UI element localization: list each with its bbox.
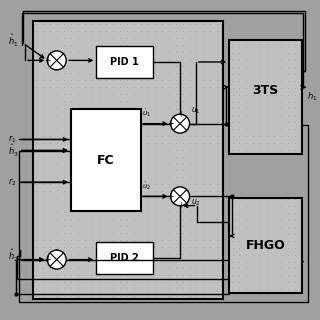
Text: PID 1: PID 1	[110, 57, 139, 67]
Circle shape	[171, 114, 189, 133]
Bar	[33, 21, 223, 299]
Bar	[96, 46, 153, 78]
Text: $h_1$: $h_1$	[307, 91, 317, 103]
Text: $\hat{h}_2$: $\hat{h}_2$	[8, 248, 18, 264]
Text: $r_1$: $r_1$	[8, 134, 16, 145]
Text: -: -	[55, 246, 58, 255]
Bar	[96, 242, 153, 274]
Text: +: +	[44, 255, 51, 264]
Circle shape	[171, 187, 189, 206]
Text: $r_2$: $r_2$	[8, 176, 16, 188]
Text: FHGO: FHGO	[245, 239, 285, 252]
Text: $\hat{h}_3$: $\hat{h}_3$	[8, 142, 19, 158]
Text: FC: FC	[97, 154, 115, 166]
Text: +: +	[167, 119, 174, 128]
Bar	[229, 198, 302, 293]
Text: $u_2$: $u_2$	[191, 198, 201, 208]
Bar	[71, 109, 140, 211]
Text: $u_1$: $u_1$	[191, 105, 201, 116]
Text: +: +	[177, 110, 183, 119]
Text: +: +	[177, 201, 183, 210]
Text: +: +	[44, 56, 51, 65]
Text: $\hat{h}_1$: $\hat{h}_1$	[8, 33, 18, 50]
Text: +: +	[167, 192, 174, 201]
Text: 3TS: 3TS	[252, 84, 278, 97]
Text: $\dot{u}_1$: $\dot{u}_1$	[142, 107, 151, 119]
Circle shape	[47, 250, 66, 269]
Text: $\dot{u}_2$: $\dot{u}_2$	[142, 180, 151, 192]
Text: -: -	[55, 65, 58, 74]
Text: PID 2: PID 2	[110, 253, 139, 263]
Circle shape	[47, 51, 66, 70]
Bar	[229, 40, 302, 154]
